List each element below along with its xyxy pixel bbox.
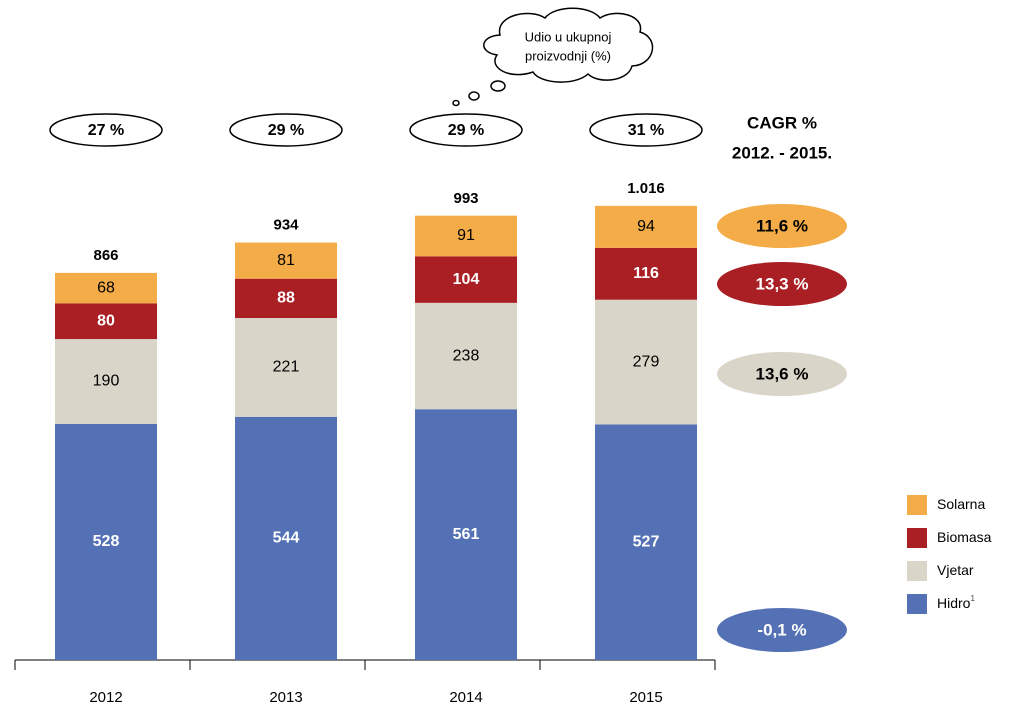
annotation: Udio u ukupnoj <box>525 29 612 44</box>
share-label: 29 % <box>448 122 484 139</box>
data-label: 68 <box>97 279 115 296</box>
data-label: 238 <box>453 347 480 364</box>
data-label: 80 <box>97 312 115 329</box>
cagr-oval <box>717 262 847 306</box>
bar-segment <box>415 409 517 660</box>
thought-bubble <box>452 7 654 107</box>
data-label: 544 <box>273 530 300 547</box>
cagr-title: CAGR % <box>747 113 817 132</box>
share-label: 31 % <box>628 122 664 139</box>
data-label: 279 <box>633 353 660 370</box>
bar-segment <box>55 272 157 304</box>
data-label: 221 <box>273 359 300 376</box>
cagr-label: 13,6 % <box>756 364 809 383</box>
total-label: 934 <box>273 216 299 233</box>
x-tick-label: 2012 <box>89 689 122 706</box>
bubble-dot <box>452 99 460 107</box>
total-label: 1.016 <box>627 180 665 197</box>
legend-name: Solarna <box>937 496 985 512</box>
data-label: 116 <box>633 265 659 282</box>
bubble-dot <box>490 80 506 92</box>
cagr-oval <box>717 608 847 652</box>
x-tick-label: 2014 <box>449 689 482 706</box>
total-label: 993 <box>453 190 478 207</box>
share-label: 29 % <box>268 122 304 139</box>
bar-segment <box>595 205 697 248</box>
bar-segment <box>415 302 517 410</box>
data-label: 527 <box>633 533 660 550</box>
legend-swatch <box>907 528 927 548</box>
legend-label: Vjetar <box>937 562 974 578</box>
cagr-label: 13,3 % <box>756 274 809 293</box>
bar-segment <box>415 215 517 257</box>
data-label: 91 <box>457 227 475 244</box>
data-label: 561 <box>453 526 480 543</box>
x-tick-label: 2015 <box>629 689 662 706</box>
legend-label: Hidro1 <box>937 594 975 611</box>
share-oval <box>589 113 703 147</box>
share-oval <box>409 113 523 147</box>
share-oval <box>229 113 343 147</box>
data-label: 81 <box>277 252 295 269</box>
legend-swatch <box>907 561 927 581</box>
bar-segment <box>55 423 157 660</box>
share-oval <box>49 113 163 147</box>
legend-name: Biomasa <box>937 529 992 545</box>
cagr-label: 11,6 % <box>756 216 808 235</box>
bar-segment <box>235 278 337 319</box>
share-label: 27 % <box>88 122 124 139</box>
cagr-label: -0,1 % <box>757 620 806 639</box>
legend-name: Hidro <box>937 595 971 611</box>
data-label: 190 <box>93 373 120 390</box>
data-label: 104 <box>453 271 480 288</box>
bar-segment <box>595 424 697 660</box>
data-label: 94 <box>637 218 655 235</box>
bar-segment <box>595 299 697 425</box>
annotation: proizvodnji (%) <box>525 48 611 63</box>
cagr-oval <box>717 204 847 248</box>
bar-segment <box>595 247 697 300</box>
bubble-cloud <box>483 7 654 83</box>
total-label: 866 <box>93 247 118 264</box>
bar-segment <box>415 256 517 303</box>
legend-footnote: 1 <box>970 594 975 603</box>
legend-label: Biomasa <box>937 529 992 545</box>
x-tick-label: 2013 <box>269 689 302 706</box>
bar-segment <box>55 339 157 424</box>
data-label: 88 <box>277 290 295 307</box>
bar-segment <box>235 416 337 660</box>
bar-segment <box>55 303 157 340</box>
bar-segment <box>235 242 337 279</box>
legend-swatch <box>907 495 927 515</box>
cagr-title: 2012. - 2015. <box>732 143 832 162</box>
legend-swatch <box>907 594 927 614</box>
bubble-dot <box>468 91 480 101</box>
legend-label: Solarna <box>937 496 985 512</box>
bar-segment <box>235 318 337 417</box>
data-label: 528 <box>93 533 120 550</box>
legend-name: Vjetar <box>937 562 974 578</box>
cagr-oval <box>717 352 847 396</box>
